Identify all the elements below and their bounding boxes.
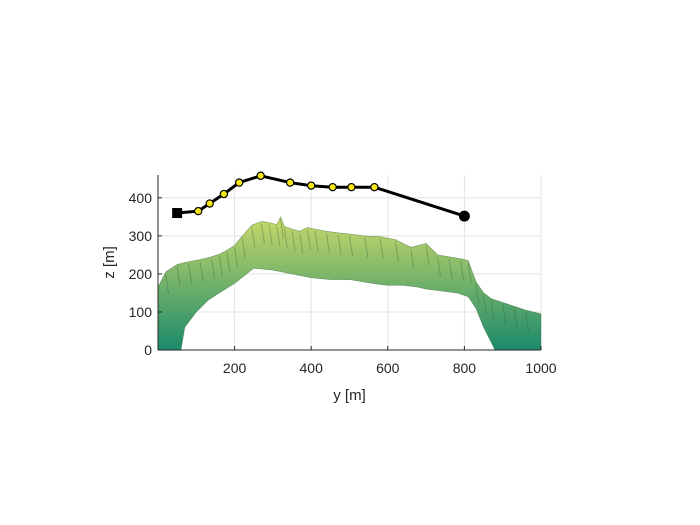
y-tick-label: 0	[144, 342, 152, 358]
terrain-surface	[157, 216, 542, 351]
terrain-texture	[314, 230, 319, 252]
terrain-texture	[218, 256, 223, 277]
terrain-texture	[448, 258, 453, 279]
waypoint-marker	[194, 206, 203, 216]
x-tick-label: 400	[300, 360, 324, 376]
x-axis-label: y [m]	[333, 387, 366, 404]
terrain-texture	[299, 233, 304, 254]
waypoint-marker	[234, 178, 244, 187]
terrain-texture	[226, 252, 231, 273]
x-tick-label: 200	[223, 360, 247, 376]
terrain-texture	[176, 266, 181, 287]
terrain-texture	[467, 262, 472, 283]
terrain-texture	[280, 218, 285, 239]
y-tick-label: 100	[129, 304, 153, 320]
waypoint-marker	[347, 182, 356, 192]
y-tick-label: 400	[129, 190, 153, 206]
terrain-texture	[425, 245, 430, 266]
terrain-texture	[326, 233, 331, 254]
start-marker	[172, 208, 183, 219]
waypoint-marker	[256, 171, 265, 180]
terrain-texture	[251, 227, 256, 248]
terrain-texture	[291, 230, 296, 252]
terrain-texture	[364, 237, 369, 258]
waypoint-marker	[328, 182, 337, 192]
terrain-texture	[379, 238, 384, 259]
terrain-texture	[165, 273, 170, 295]
terrain-texture	[241, 237, 246, 258]
y-tick-label: 200	[129, 266, 153, 282]
terrain-texture	[306, 229, 311, 250]
terrain-texture	[211, 258, 216, 279]
terrain-texture	[437, 256, 442, 277]
terrain-texture	[283, 228, 288, 249]
terrain-texture	[502, 304, 507, 325]
trajectory-series	[172, 171, 470, 222]
waypoint-marker	[205, 199, 214, 208]
waypoint-marker	[219, 189, 229, 199]
terrain-texture	[410, 249, 415, 270]
waypoint-marker	[285, 178, 295, 187]
waypoint-marker	[370, 182, 379, 192]
x-tick-label: 600	[376, 360, 400, 376]
terrain-texture	[276, 226, 281, 247]
terrain-texture	[513, 308, 518, 329]
terrain-texture	[460, 260, 465, 281]
terrain-texture	[260, 223, 265, 244]
waypoint-marker	[307, 181, 316, 190]
terrain-texture	[483, 294, 488, 316]
x-tick-label: 1000	[525, 360, 556, 376]
axes-frame	[157, 175, 542, 351]
terrain-texture	[234, 247, 239, 268]
tick-labels: 200 400 600 800 1000 0 100 200 300 400	[129, 190, 557, 376]
terrain-polygon	[157, 216, 542, 351]
terrain-texture	[394, 241, 399, 262]
end-marker	[458, 210, 470, 222]
terrain-texture	[188, 263, 193, 284]
terrain-texture	[268, 224, 273, 245]
terrain-texture	[490, 300, 495, 321]
terrain-texture	[475, 283, 480, 304]
terrain-texture	[525, 311, 530, 333]
y-tick-label: 300	[129, 228, 153, 244]
terrain-texture	[349, 235, 353, 257]
y-axis-label: z [m]	[101, 246, 118, 279]
terrain-texture	[199, 261, 204, 282]
terrain-texture	[337, 234, 342, 255]
x-tick-label: 800	[453, 360, 477, 376]
